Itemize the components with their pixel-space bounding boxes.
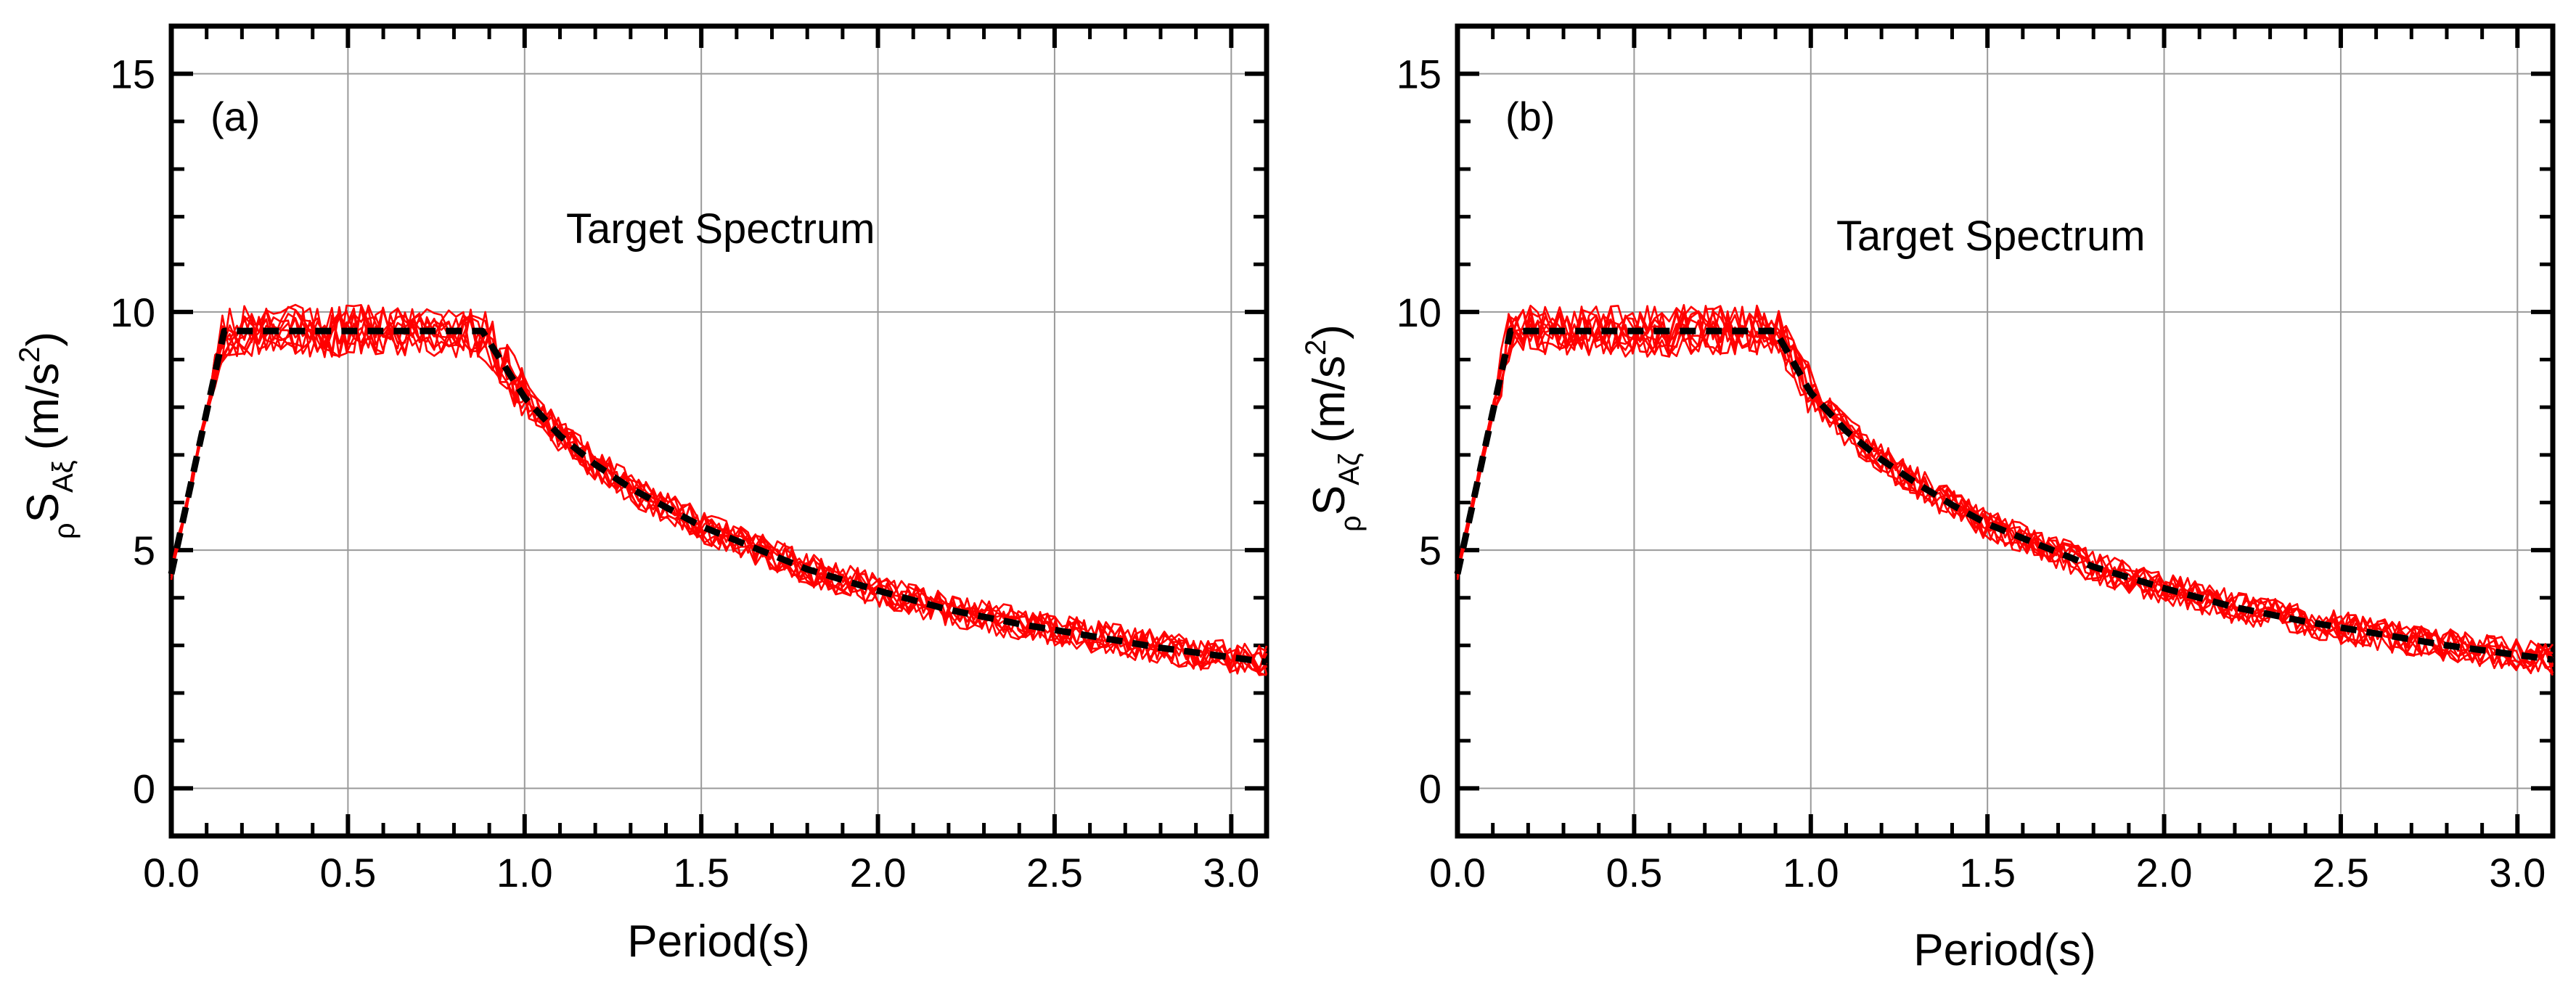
record-spectra xyxy=(170,303,1268,676)
record-spectrum-line xyxy=(170,307,1268,673)
target-spectrum-annotation: Target Spectrum xyxy=(566,205,875,253)
target-spectrum-series xyxy=(1454,327,2553,663)
y-tick-label: 10 xyxy=(1397,290,1442,335)
y-tick-labels: 0 5 10 15 xyxy=(110,52,155,812)
x-tick-label: 2.0 xyxy=(850,850,907,895)
record-spectrum-line xyxy=(1456,304,2554,667)
x-tick-label: 1.5 xyxy=(1959,850,2016,895)
record-spectrum-line xyxy=(1456,306,2553,675)
record-spectrum-line xyxy=(1456,305,2554,670)
x-tick-label: 3.0 xyxy=(1203,850,1259,895)
y-label-symbol: S xyxy=(18,493,68,522)
plot-area-frame xyxy=(168,23,1269,839)
y-tick-label: 5 xyxy=(133,528,155,573)
x-tick-label: 0.5 xyxy=(319,850,376,895)
target-spectrum-annotation: Target Spectrum xyxy=(1836,213,2146,260)
target-spectrum-series xyxy=(168,327,1267,665)
record-spectrum-line xyxy=(170,306,1268,668)
x-tick-label: 0.5 xyxy=(1606,850,1662,895)
grid xyxy=(1457,26,2553,836)
record-spectrum-line xyxy=(1456,306,2554,665)
y-label-unit: (m/s xyxy=(1304,356,1354,443)
record-spectrum-line xyxy=(170,303,1268,671)
y-label-prefix: ρ xyxy=(1335,515,1367,532)
y-tick-labels: 0 5 10 15 xyxy=(1397,52,1442,812)
record-spectrum-line xyxy=(170,307,1267,674)
x-tick-label: 3.0 xyxy=(2489,850,2546,895)
x-tick-label: 1.0 xyxy=(1783,850,1839,895)
x-tick-label: 0.0 xyxy=(143,850,200,895)
y-axis-label: ρSAξ (m/s2) xyxy=(14,332,81,539)
x-axis-label: Period(s) xyxy=(1913,925,2096,975)
x-tick-label: 1.5 xyxy=(673,850,729,895)
record-spectrum-line xyxy=(1456,303,2553,671)
record-spectrum-line xyxy=(170,305,1267,676)
record-spectrum-line xyxy=(1456,305,2553,673)
target-spectrum-line xyxy=(168,327,1267,665)
record-spectrum-line xyxy=(1456,305,2554,674)
x-tick-label: 2.5 xyxy=(2313,850,2369,895)
record-spectra xyxy=(1456,303,2554,676)
axis-ticks xyxy=(171,26,1267,836)
y-tick-label: 10 xyxy=(110,290,155,335)
record-spectrum-line xyxy=(170,304,1267,676)
y-tick-label: 5 xyxy=(1419,528,1442,573)
plot-area-frame xyxy=(1455,23,2556,839)
y-label-prefix: ρ xyxy=(49,522,81,539)
axis-ticks xyxy=(1457,26,2553,836)
x-tick-label: 0.0 xyxy=(1429,850,1486,895)
record-spectrum-line xyxy=(1456,304,2554,676)
y-axis-label: ρSAζ (m/s2) xyxy=(1300,324,1367,532)
y-tick-label: 15 xyxy=(1397,52,1442,97)
record-spectrum-line xyxy=(170,307,1267,675)
target-spectrum-line xyxy=(1454,327,2553,663)
y-label-unit-exp: 2 xyxy=(14,347,46,363)
y-label-unit-exp: 2 xyxy=(1300,340,1332,356)
panel-label: (a) xyxy=(210,94,260,139)
panel-a: 0.0 0.5 1.0 1.5 2.0 2.5 3.0 0 5 10 15 (a) Target … xyxy=(14,23,1269,967)
record-spectrum-line xyxy=(170,307,1268,673)
x-tick-label: 1.0 xyxy=(496,850,553,895)
panel-b: 0.0 0.5 1.0 1.5 2.0 2.5 3.0 0 5 10 15 (b) Target … xyxy=(1300,23,2556,975)
x-axis-label: Period(s) xyxy=(627,917,810,967)
y-tick-label: 0 xyxy=(1419,766,1442,811)
x-tick-labels: 0.0 0.5 1.0 1.5 2.0 2.5 3.0 xyxy=(1429,850,2546,895)
panel-label: (b) xyxy=(1505,94,1555,139)
x-tick-labels: 0.0 0.5 1.0 1.5 2.0 2.5 3.0 xyxy=(143,850,1259,895)
y-label-unit-close: ) xyxy=(18,332,68,347)
y-label-unit: (m/s xyxy=(18,363,68,451)
y-label-unit-close: ) xyxy=(1304,324,1354,340)
y-label-subscript: Aζ xyxy=(1333,453,1365,485)
record-spectrum-line xyxy=(170,303,1268,676)
y-tick-label: 0 xyxy=(133,766,155,811)
x-tick-label: 2.5 xyxy=(1026,850,1083,895)
record-spectrum-line xyxy=(1456,306,2554,673)
y-tick-label: 15 xyxy=(110,52,155,97)
record-spectrum-line xyxy=(170,308,1268,673)
x-tick-label: 2.0 xyxy=(2136,850,2193,895)
record-spectrum-line xyxy=(1456,308,2554,670)
y-label-symbol: S xyxy=(1304,485,1354,515)
grid xyxy=(171,26,1267,836)
y-label-subscript: Aξ xyxy=(47,460,79,493)
